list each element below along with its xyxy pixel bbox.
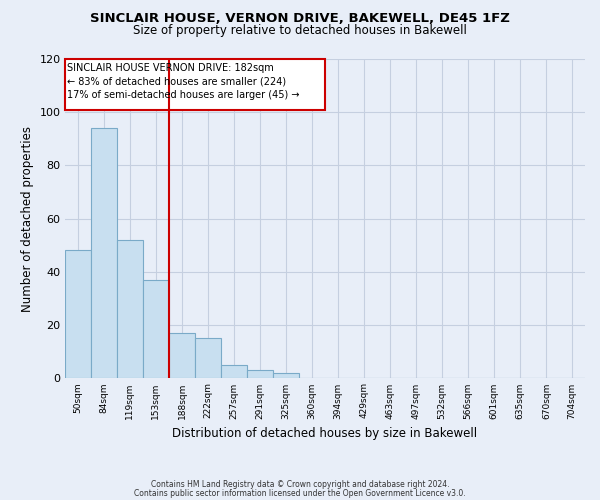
FancyBboxPatch shape xyxy=(65,59,325,110)
Text: SINCLAIR HOUSE, VERNON DRIVE, BAKEWELL, DE45 1FZ: SINCLAIR HOUSE, VERNON DRIVE, BAKEWELL, … xyxy=(90,12,510,26)
Bar xyxy=(117,240,143,378)
Bar xyxy=(143,280,169,378)
X-axis label: Distribution of detached houses by size in Bakewell: Distribution of detached houses by size … xyxy=(172,427,478,440)
Text: ← 83% of detached houses are smaller (224): ← 83% of detached houses are smaller (22… xyxy=(67,76,286,86)
Bar xyxy=(65,250,91,378)
Bar xyxy=(169,333,195,378)
Text: SINCLAIR HOUSE VERNON DRIVE: 182sqm: SINCLAIR HOUSE VERNON DRIVE: 182sqm xyxy=(67,63,274,73)
Bar xyxy=(221,365,247,378)
Y-axis label: Number of detached properties: Number of detached properties xyxy=(21,126,34,312)
Text: 17% of semi-detached houses are larger (45) →: 17% of semi-detached houses are larger (… xyxy=(67,90,299,100)
Text: Size of property relative to detached houses in Bakewell: Size of property relative to detached ho… xyxy=(133,24,467,37)
Text: Contains HM Land Registry data © Crown copyright and database right 2024.: Contains HM Land Registry data © Crown c… xyxy=(151,480,449,489)
Text: Contains public sector information licensed under the Open Government Licence v3: Contains public sector information licen… xyxy=(134,488,466,498)
Bar xyxy=(247,370,273,378)
Bar xyxy=(273,373,299,378)
Bar xyxy=(91,128,117,378)
Bar xyxy=(195,338,221,378)
